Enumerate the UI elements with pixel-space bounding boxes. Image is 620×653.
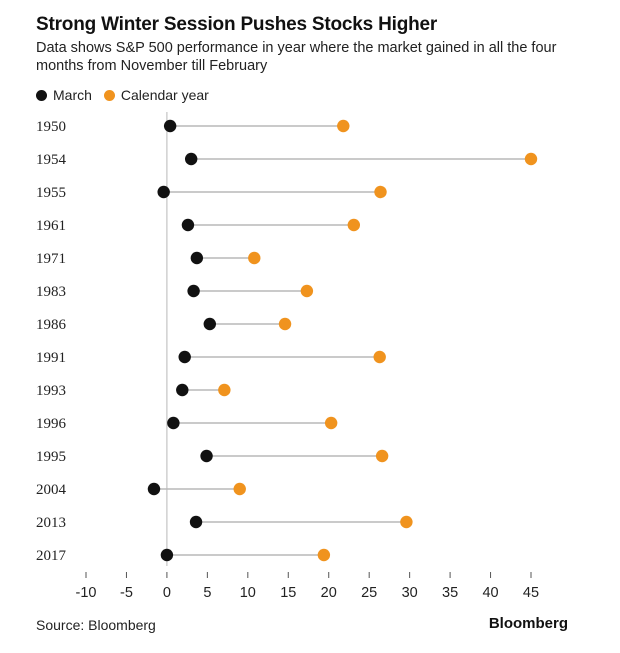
source-note: Source: Bloomberg bbox=[36, 617, 156, 633]
y-tick-label: 1996 bbox=[36, 416, 67, 432]
legend-label-march: March bbox=[53, 87, 92, 103]
calendar-year-point bbox=[375, 449, 389, 463]
calendar-year-point bbox=[233, 482, 246, 496]
march-point bbox=[189, 515, 203, 529]
y-tick-label: 1955 bbox=[36, 185, 66, 201]
legend-item-march: March bbox=[36, 87, 92, 103]
x-tick-label: 40 bbox=[482, 585, 498, 601]
x-tick-label: 5 bbox=[203, 585, 211, 601]
y-tick-label: 1986 bbox=[36, 317, 67, 333]
x-tick-label: 20 bbox=[321, 585, 337, 601]
y-tick-label: 2004 bbox=[36, 482, 67, 498]
bloomberg-logo: Bloomberg bbox=[488, 615, 568, 632]
march-point bbox=[187, 284, 200, 298]
calendar-year-point bbox=[218, 383, 231, 397]
calendar-year-point bbox=[324, 416, 338, 430]
y-tick-label: 1961 bbox=[36, 218, 66, 234]
calendar-year-point bbox=[400, 515, 413, 529]
calendar-year-point bbox=[373, 350, 386, 364]
x-tick-label: -10 bbox=[76, 585, 97, 601]
x-tick-label: 25 bbox=[361, 585, 377, 601]
march-point bbox=[147, 482, 161, 496]
chart-title: Strong Winter Session Pushes Stocks High… bbox=[36, 14, 438, 35]
calendar-year-point bbox=[347, 218, 361, 232]
y-tick-label: 1950 bbox=[36, 119, 66, 135]
march-point bbox=[181, 218, 195, 232]
x-tick-label: 45 bbox=[523, 585, 539, 601]
x-tick-label: 0 bbox=[163, 585, 171, 601]
calendar-year-point bbox=[524, 152, 538, 166]
march-point bbox=[157, 185, 170, 199]
legend-label-calendar-year: Calendar year bbox=[120, 87, 209, 103]
x-tick-label: -5 bbox=[120, 585, 133, 601]
march-point bbox=[163, 119, 177, 133]
y-tick-label: 2017 bbox=[36, 548, 67, 564]
y-tick-label: 1993 bbox=[36, 383, 66, 399]
march-point bbox=[176, 383, 189, 397]
y-tick-label: 1971 bbox=[36, 251, 66, 267]
y-tick-label: 1991 bbox=[36, 350, 66, 366]
calendar-year-point bbox=[374, 185, 387, 199]
march-point bbox=[203, 317, 216, 331]
calendar-year-point bbox=[248, 251, 261, 265]
dumbbell-chart: -10 -5 0 5 10 15 20 25 30 35 40 45 1950 1954 1955 1961 1… bbox=[36, 112, 539, 601]
calendar-year-point bbox=[337, 119, 350, 133]
march-point bbox=[184, 152, 198, 166]
calendar-year-point bbox=[317, 548, 331, 562]
legend: March Calendar year bbox=[36, 87, 221, 103]
legend-swatch-march bbox=[36, 89, 47, 101]
x-tick-label: 30 bbox=[402, 585, 418, 601]
march-point bbox=[178, 350, 191, 364]
calendar-year-point bbox=[278, 317, 292, 331]
march-point bbox=[200, 449, 213, 463]
legend-item-calendar-year: Calendar year bbox=[103, 87, 209, 103]
y-tick-label: 1954 bbox=[36, 152, 67, 168]
x-tick-label: 35 bbox=[442, 585, 458, 601]
x-tick-label: 15 bbox=[280, 585, 296, 601]
y-tick-label: 1995 bbox=[36, 449, 66, 465]
y-tick-label: 2013 bbox=[36, 515, 66, 531]
x-tick-label: 10 bbox=[240, 585, 256, 601]
legend-swatch-calendar-year bbox=[103, 89, 115, 101]
march-point bbox=[160, 548, 174, 562]
calendar-year-point bbox=[300, 284, 314, 298]
y-tick-label: 1983 bbox=[36, 284, 66, 300]
march-point bbox=[190, 251, 204, 265]
chart-subtitle: Data shows S&P 500 performance in year w… bbox=[36, 40, 557, 74]
march-point bbox=[167, 416, 180, 430]
